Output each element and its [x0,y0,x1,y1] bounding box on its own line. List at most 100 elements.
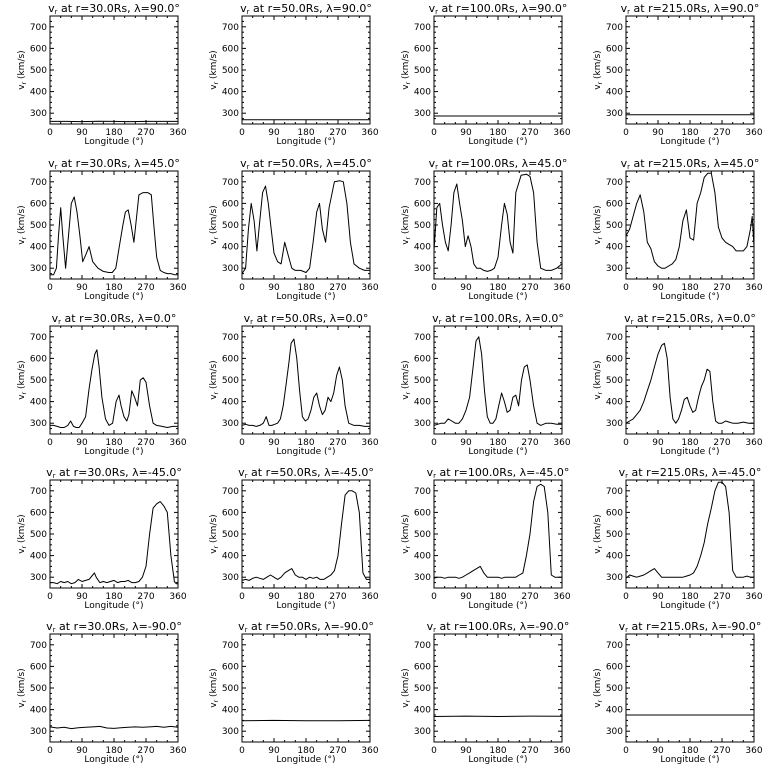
y-axis-label-sub: r [213,236,220,239]
panel-16: vr at r=215.0Rs, λ=-45.0°0 90 180 270 360300… [593,466,763,611]
panel-title-text: at r=100.0Rs, λ=-90.0° [436,620,569,633]
y-axis-label-sub: r [213,391,220,394]
x-axis-label: Longitude (°) [276,292,335,302]
y-tick-label: 400 [222,706,239,716]
x-tick-label: 270 [521,283,538,293]
plot-frame [241,633,371,743]
x-tick-label: 360 [361,592,378,602]
y-axis-label-unit: (km/s) [401,205,411,237]
x-tick-label: 180 [297,128,314,138]
y-tick-label: 500 [414,684,431,694]
y-axis-label-var: v [17,394,27,400]
y-axis-label: vr (km/s) [593,360,604,399]
panel-title-text: at r=215.0Rs, λ=90.0° [630,2,759,15]
y-tick-label: 600 [606,199,623,209]
x-tick-label: 270 [521,128,538,138]
x-tick-label: 270 [329,283,346,293]
panel-title-text: at r=100.0Rs, λ=45.0° [438,157,567,170]
x-axis-label: Longitude (°) [660,601,719,611]
x-tick-label: 360 [553,592,570,602]
y-tick-label: 700 [414,23,431,33]
y-axis-label: vr (km/s) [209,360,220,399]
panel-title-var: v [48,2,55,15]
y-axis-label-sub: r [597,236,604,239]
y-tick-label: 700 [414,178,431,188]
x-tick-label: 180 [681,746,698,756]
plot-frame [49,479,179,589]
x-tick-label: 180 [297,283,314,293]
y-tick-label: 400 [606,243,623,253]
y-tick-label: 400 [30,706,47,716]
y-tick-label: 600 [414,354,431,364]
y-tick-label: 500 [606,221,623,231]
y-tick-label: 500 [606,530,623,540]
y-tick-label: 400 [606,88,623,98]
panel-title-var: v [46,466,53,479]
y-axis-label: vr (km/s) [593,50,604,89]
y-axis-label-sub: r [597,699,604,702]
y-tick-label: 300 [222,573,239,583]
y-axis-label-unit: (km/s) [593,50,603,82]
y-axis-label: vr (km/s) [17,360,28,399]
panel-title-text: at r=215.0Rs, λ=-90.0° [628,620,761,633]
panel-title-var: v [621,2,628,15]
x-tick-label: 360 [553,438,570,448]
panel-1: vr at r=30.0Rs, λ=90.0°0 90 180 270 36030040… [17,2,187,147]
plot-frame [241,15,371,125]
y-tick-label: 500 [606,66,623,76]
y-tick-label: 300 [30,419,47,429]
x-axis-label: Longitude (°) [468,137,527,147]
x-tick-label: 90 [268,746,280,756]
x-tick-label: 270 [713,746,730,756]
x-axis-label: Longitude (°) [276,755,335,765]
y-tick-label: 700 [606,333,623,343]
y-axis-label-unit: (km/s) [209,514,219,546]
panel-title-var: v [429,157,436,170]
y-tick-label: 600 [606,662,623,672]
panel-17: vr at r=30.0Rs, λ=-90.0°0 90 180 270 3603004… [17,620,187,765]
panel-title-sub: r [53,472,56,480]
x-tick-label: 360 [169,746,186,756]
y-axis-label-var: v [209,84,219,90]
y-tick-label: 600 [414,44,431,54]
y-axis-label-var: v [593,548,603,554]
panel-title-sub: r [433,472,436,480]
y-axis-label-sub: r [405,236,412,239]
x-tick-label: 0 [623,128,629,138]
y-tick-label: 700 [606,487,623,497]
x-tick-label: 180 [105,592,122,602]
panel-title-text: at r=215.0Rs, λ=-45.0° [628,466,761,479]
plot-frame [433,325,563,435]
panel-title: vr at r=100.0Rs, λ=45.0° [429,157,568,171]
x-axis-label: Longitude (°) [84,601,143,611]
x-tick-label: 270 [521,438,538,448]
panel-title-var: v [48,157,55,170]
panel-title: vr at r=100.0Rs, λ=90.0° [429,2,568,16]
plot-frame [241,479,371,589]
x-tick-label: 180 [681,438,698,448]
x-tick-label: 180 [105,746,122,756]
x-tick-label: 270 [329,438,346,448]
y-axis-label-unit: (km/s) [593,205,603,237]
y-tick-label: 500 [414,376,431,386]
y-tick-label: 700 [222,487,239,497]
y-tick-label: 300 [606,727,623,737]
y-axis-label: vr (km/s) [401,205,412,244]
x-axis-label: Longitude (°) [468,601,527,611]
y-tick-label: 600 [414,662,431,672]
panel-title-var: v [240,157,247,170]
panel-title: vr at r=50.0Rs, λ=-90.0° [238,620,374,634]
y-tick-label: 500 [30,221,47,231]
series-line [241,180,370,274]
y-axis-label: vr (km/s) [593,514,604,553]
y-axis-label-sub: r [213,545,220,548]
x-axis-label: Longitude (°) [468,292,527,302]
series-line [433,173,563,272]
y-axis-label-var: v [17,84,27,90]
x-tick-label: 360 [361,128,378,138]
x-tick-label: 0 [431,746,437,756]
y-axis-label-var: v [401,394,411,400]
panel-title-sub: r [627,8,630,16]
panel-title-text: at r=50.0Rs, λ=-45.0° [248,466,374,479]
y-axis-label: vr (km/s) [593,205,604,244]
